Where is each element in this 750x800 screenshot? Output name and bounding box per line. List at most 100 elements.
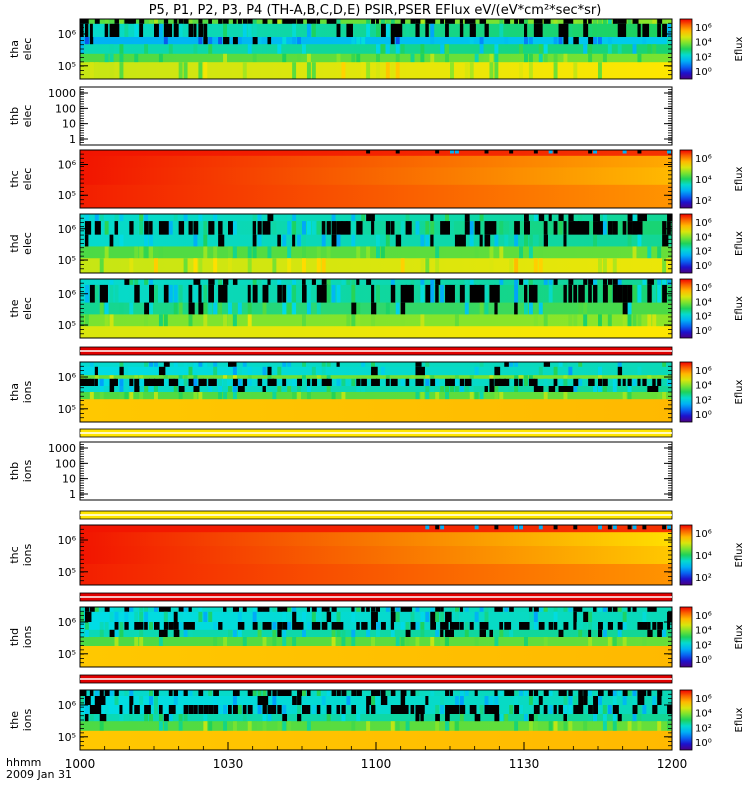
noise-streak [450,378,456,387]
noise-streak [203,705,209,715]
panel-9 [79,510,673,520]
noise-streak [109,607,114,613]
noise-streak [390,62,395,80]
noise-streak [499,622,503,631]
colorbar-tick-label: 10⁰ [695,655,712,666]
noise-streak [489,53,494,63]
noise-streak [395,705,402,715]
noise-streak [149,221,153,236]
noise-streak [425,375,430,380]
y-tick-label: 1000 [48,87,76,100]
noise-streak [519,705,524,715]
noise-streak [223,607,227,613]
noise-streak [385,607,390,613]
colorbar-label: Eflux [734,624,745,649]
noise-streak [351,284,356,304]
noise-streak [292,221,297,236]
noise-streak [356,314,361,327]
noise-streak [474,637,479,647]
noise-streak [242,23,247,38]
noise-streak [593,705,599,715]
noise-streak [282,362,287,368]
noise-streak [163,284,169,304]
noise-streak [99,714,107,722]
noise-streak [602,53,607,63]
noise-streak [420,234,425,247]
noise-streak [430,221,435,236]
noise-streak [371,284,375,304]
noise-streak [450,705,457,715]
noise-streak [450,62,454,80]
noise-streak [494,607,501,613]
noise-streak [366,721,371,732]
noise-streak [415,607,420,613]
noise-streak [647,44,652,55]
panel-frame [79,361,673,423]
noise-streak [563,705,568,715]
noise-streak [292,19,297,25]
noise-streak [420,622,425,631]
noise-streak [336,690,341,697]
noise-streak [662,629,667,638]
noise-streak [109,629,115,638]
noise-streak [632,690,637,697]
noise-streak [543,690,550,697]
noise-streak [232,392,237,400]
noise-streak [657,622,663,631]
noise-streak [667,221,671,236]
noise-streak [371,690,377,697]
noise-streak [622,690,629,697]
noise-streak [657,284,662,304]
noise-streak [627,19,632,25]
noise-streak [632,19,639,25]
noise-streak [499,714,504,722]
noise-streak [647,246,652,259]
noise-streak [193,690,198,697]
noise-streak [642,378,647,387]
noise-streak [662,378,667,387]
noise-streak [267,19,272,25]
noise-streak [297,690,303,697]
noise-streak [119,19,124,25]
noise-streak [198,392,203,400]
noise-streak [134,53,139,63]
noise-streak [218,622,223,631]
noise-streak [237,37,242,45]
noise-streak [297,714,302,722]
noise-streak [459,19,463,25]
noise-streak [548,690,553,697]
noise-streak [380,246,385,259]
noise-streak [558,23,566,38]
noise-streak [598,279,602,286]
noise-streak [183,622,190,631]
colorbar-label: Eflux [734,166,745,191]
noise-streak [311,221,316,236]
noise-streak [553,378,558,387]
noise-streak [459,690,464,697]
noise-streak [662,23,667,38]
panel-probe-label: thd [8,628,21,646]
noise-streak [257,705,262,715]
y-tick-label: 1 [69,133,76,146]
noise-streak [292,607,297,613]
noise-streak [237,611,242,623]
noise-streak [134,637,139,647]
noise-streak [306,386,311,393]
noise-streak [617,607,622,613]
noise-streak [568,607,573,613]
noise-streak [459,714,464,722]
noise-streak [647,279,654,286]
noise-streak [80,611,84,623]
noise-streak [149,279,154,286]
noise-streak [420,314,425,327]
noise-streak [519,44,524,55]
noise-streak [158,607,165,613]
noise-streak [415,378,421,387]
noise-streak [316,690,321,697]
noise-streak [242,714,247,722]
noise-streak [208,705,214,715]
y-tick-label: 100 [55,102,76,115]
noise-streak [553,279,558,286]
noise-streak [282,611,287,623]
noise-streak [543,221,548,236]
